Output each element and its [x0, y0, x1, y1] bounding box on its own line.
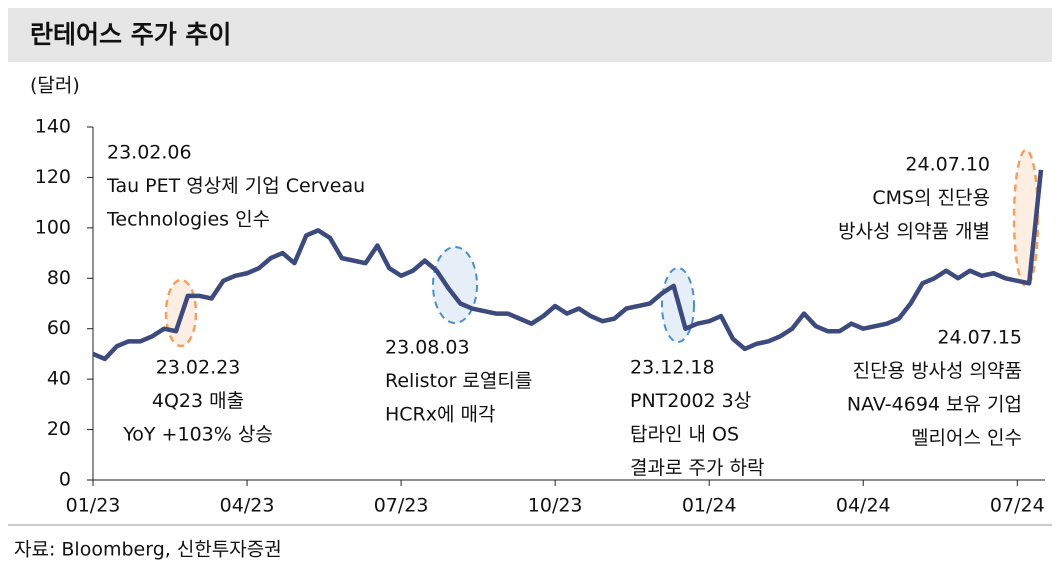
annotation: Technologies 인수 — [106, 209, 270, 231]
x-tick-label: 07/24 — [990, 495, 1045, 517]
annotation: NAV-4694 보유 기업 — [847, 394, 1022, 416]
y-tick-label: 80 — [47, 267, 71, 289]
chart-title: 란테어스 주가 추이 — [30, 20, 231, 49]
highlight-ellipse — [432, 246, 478, 324]
source: 자료: Bloomberg, 신한투자증권 — [14, 539, 282, 561]
annotation: YoY +103% 상승 — [122, 424, 273, 446]
annotation: 진단용 방사성 의약품 — [853, 360, 1022, 382]
x-tick-label: 04/24 — [836, 495, 891, 517]
y-axis-label: (달러) — [30, 75, 80, 97]
annotation: 결과로 주가 하락 — [630, 457, 764, 479]
y-tick-label: 100 — [35, 216, 71, 238]
annotation: 멜리어스 인수 — [911, 427, 1022, 449]
price-line — [92, 169, 1044, 362]
y-tick-label: 120 — [35, 166, 71, 188]
x-tick-label: 01/24 — [682, 495, 737, 517]
y-tick-label: 140 — [35, 116, 71, 138]
y-tick-label: 60 — [47, 317, 71, 339]
x-tick-label: 04/23 — [220, 495, 275, 517]
x-tick-label: 01/23 — [66, 495, 121, 517]
y-tick-label: 0 — [59, 469, 71, 491]
annotation: 방사성 의약품 개별 — [838, 221, 990, 243]
annotation: PNT2002 3상 — [630, 390, 751, 412]
annotation: 23.02.06 — [107, 142, 192, 164]
annotation: CMS의 진단용 — [872, 187, 990, 209]
annotation: 24.07.15 — [937, 327, 1022, 349]
annotation: 23.08.03 — [385, 337, 470, 359]
annotation: 탑라인 내 OS — [630, 424, 739, 446]
annotation: HCRx에 매각 — [385, 404, 495, 426]
x-tick-label: 10/23 — [528, 495, 583, 517]
y-tick-label: 40 — [47, 368, 71, 390]
annotation: Tau PET 영상제 기업 Cerveau — [106, 175, 365, 197]
y-tick-label: 20 — [47, 418, 71, 440]
annotation: 24.07.10 — [905, 154, 990, 176]
annotation: 4Q23 매출 — [152, 390, 244, 412]
title-bar — [8, 8, 1052, 62]
annotation: Relistor 로열티를 — [385, 370, 532, 392]
annotation: 23.02.23 — [156, 357, 241, 379]
x-tick-label: 07/23 — [374, 495, 429, 517]
annotation: 23.12.18 — [630, 357, 715, 379]
